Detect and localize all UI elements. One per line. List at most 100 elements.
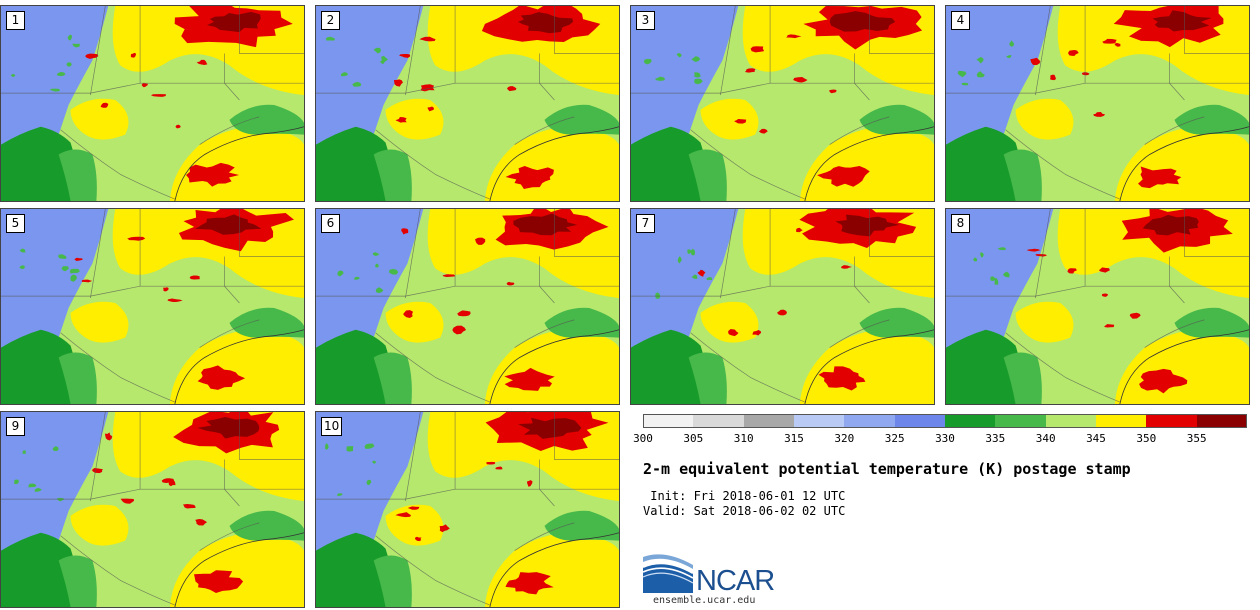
convective-streak: [1067, 49, 1079, 56]
convective-streak: [838, 234, 845, 242]
convective-streak: [829, 89, 837, 94]
warm-yellow-patch: [700, 98, 759, 140]
convective-streak: [786, 34, 802, 39]
high-theta-e-south: [194, 570, 244, 594]
highest-theta-e-core: [206, 11, 261, 33]
convective-streak: [419, 36, 436, 42]
state-boundary-line: [60, 535, 175, 606]
mid-green-region: [1003, 352, 1042, 404]
state-boundary-line: [1035, 6, 1051, 96]
convective-streak: [195, 519, 208, 526]
state-boundary-line: [1, 285, 304, 297]
green-patch-east: [859, 104, 934, 135]
state-boundary-line: [199, 116, 260, 145]
state-boundary-line: [946, 82, 1249, 94]
convective-streak: [697, 269, 706, 277]
convective-streak: [734, 118, 747, 124]
convective-streak: [167, 298, 183, 303]
ncar-logo: NCAR ensemble.ucar.edu: [643, 553, 803, 606]
high-theta-e-south: [505, 166, 554, 190]
convective-streak: [475, 237, 486, 245]
state-boundary-line: [946, 285, 1249, 297]
green-speck: [691, 274, 698, 279]
convective-streak: [744, 68, 756, 73]
green-speck: [976, 56, 984, 64]
convective-streak: [506, 281, 515, 286]
green-speck: [337, 270, 344, 277]
green-speck: [372, 460, 377, 464]
state-boundary-line: [1184, 209, 1249, 257]
state-boundary-line: [1184, 6, 1249, 54]
figure-title: 2-m equivalent potential temperature (K)…: [643, 460, 1131, 478]
member-map: [946, 6, 1249, 201]
green-speck: [973, 257, 978, 262]
highest-theta-e-core: [1142, 214, 1199, 236]
dark-green-region: [316, 532, 391, 607]
high-theta-e-south: [505, 572, 554, 595]
convective-streak: [495, 466, 503, 470]
mid-green-region: [373, 352, 412, 404]
state-boundary-line: [239, 6, 304, 54]
green-speck: [643, 58, 652, 65]
green-speck: [1006, 55, 1012, 59]
green-patch-east: [544, 510, 619, 541]
green-patch-east: [1174, 307, 1249, 338]
state-boundary-line: [1, 82, 304, 94]
green-speck: [375, 263, 379, 268]
convective-streak: [507, 86, 517, 92]
member-map: [631, 6, 934, 201]
high-theta-e-south: [186, 162, 240, 187]
colorbar-tick-label: 310: [733, 432, 754, 445]
convective-streak: [141, 83, 148, 88]
colorbar-swatch: [894, 414, 946, 428]
green-speck: [957, 70, 967, 78]
green-speck: [34, 488, 42, 492]
convective-streak: [728, 328, 739, 337]
member-map: [316, 6, 619, 201]
high-theta-e-south: [504, 367, 555, 391]
gulf-coastline: [489, 329, 619, 404]
dark-green-region: [1, 532, 76, 607]
state-boundary-line: [1005, 129, 1120, 200]
state-boundary-line: [539, 53, 555, 101]
mid-green-region: [1003, 149, 1042, 201]
colorbar-swatch: [794, 414, 845, 428]
colorbar-tick-label: 355: [1186, 432, 1207, 445]
gulf-coastline: [489, 126, 619, 201]
cold-air-region: [631, 6, 739, 147]
colorbar-swatch: [945, 414, 996, 428]
convective-streak: [1067, 268, 1077, 274]
convective-streak: [1026, 248, 1041, 252]
warm-yellow-patch: [70, 504, 129, 546]
ensemble-member-panel-2: 2: [315, 5, 620, 202]
state-boundary-line: [1169, 53, 1185, 101]
highest-theta-e-core: [835, 214, 900, 237]
colorbar-swatch: [743, 414, 795, 428]
state-boundary-line: [224, 256, 240, 304]
state-boundary-line: [690, 332, 805, 403]
colorbar-tick-label: 340: [1035, 432, 1056, 445]
warm-yellow-patch: [1015, 301, 1074, 343]
ncar-swoosh-icon: [643, 554, 694, 593]
green-patch-east: [229, 104, 304, 135]
convective-streak: [1102, 38, 1117, 44]
gulf-coastline: [174, 532, 304, 607]
green-speck: [961, 82, 969, 86]
state-boundary-line: [375, 332, 490, 403]
member-map: [1, 412, 304, 607]
state-boundary-line: [90, 209, 106, 299]
state-boundary-line: [60, 129, 175, 200]
member-map: [316, 209, 619, 404]
dark-green-region: [946, 329, 1021, 404]
green-speck: [655, 292, 661, 299]
colorbar-tick-label: 305: [683, 432, 704, 445]
cold-air-region: [1, 412, 109, 553]
green-speck: [22, 450, 26, 454]
gulf-coastline: [489, 532, 619, 607]
ensemble-member-panel-7: 7: [630, 208, 935, 405]
colorbar-swatch: [1146, 414, 1198, 428]
warm-yellow-region-south: [169, 329, 304, 404]
state-boundary-line: [554, 6, 619, 54]
convective-streak: [120, 498, 135, 504]
green-speck: [379, 60, 385, 65]
